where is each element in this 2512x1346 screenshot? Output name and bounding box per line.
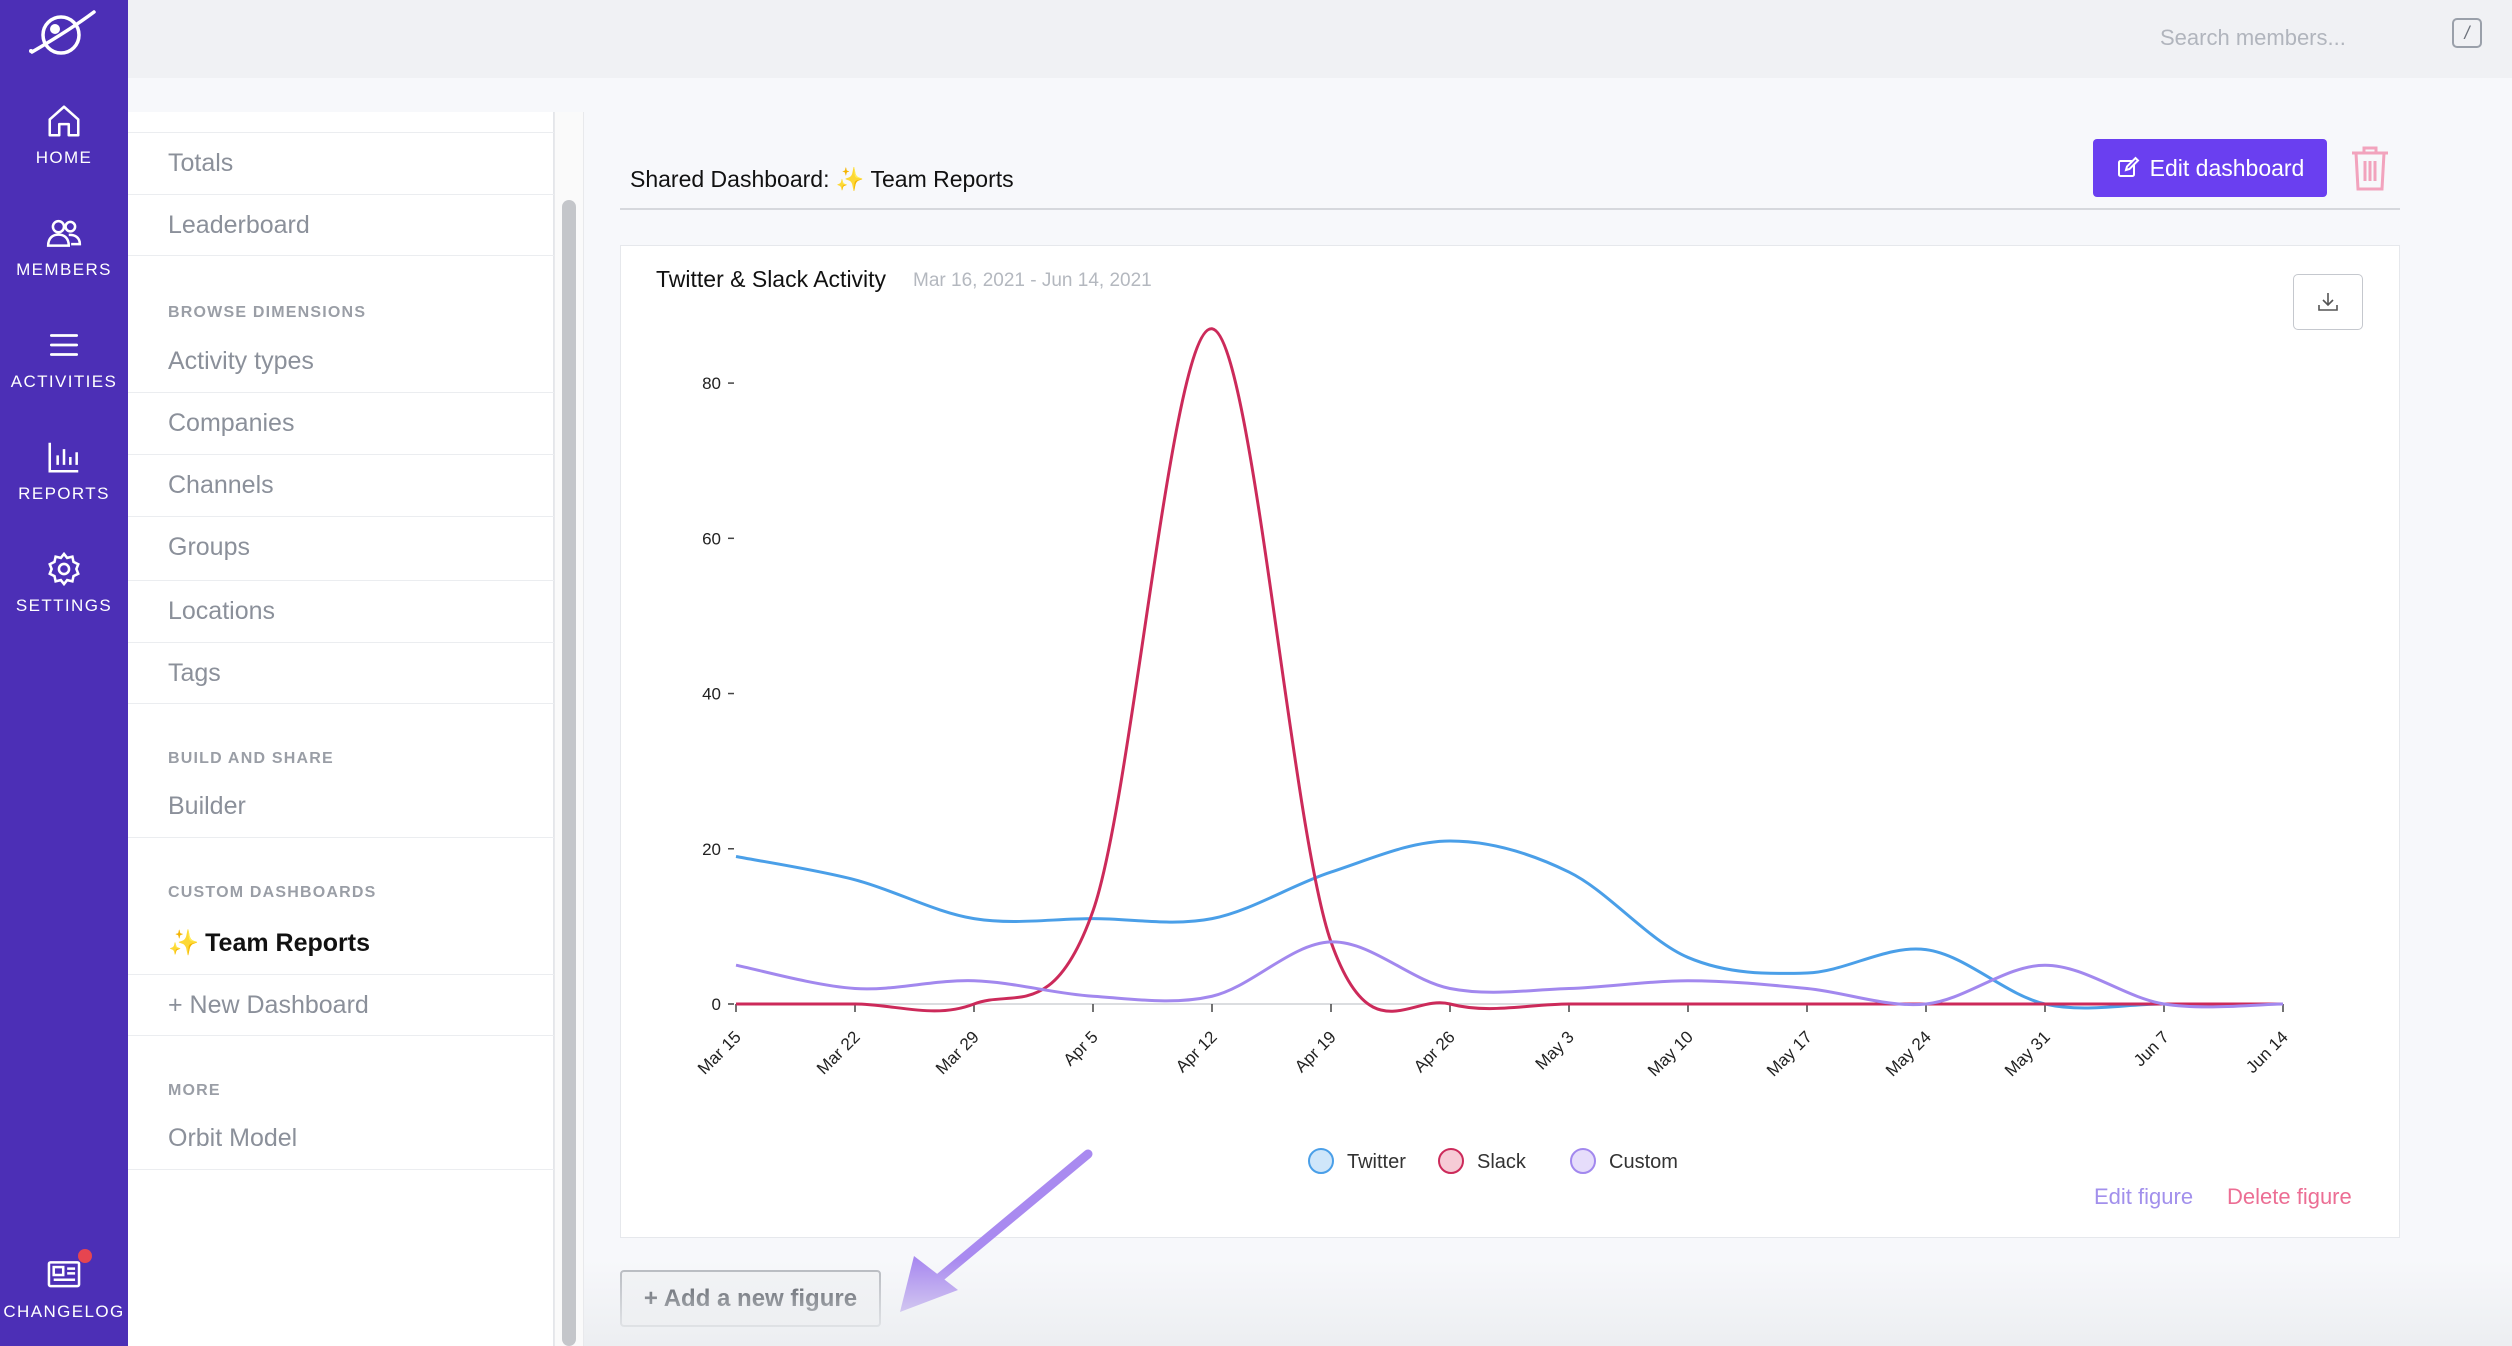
figure-title: Twitter & Slack Activity [656, 266, 887, 292]
newspaper-icon [47, 1261, 81, 1288]
sidebar-heading-browse: BROWSE DIMENSIONS [168, 304, 367, 321]
x-tick-label: May 17 [1763, 1027, 1816, 1080]
sidebar-heading-more: MORE [168, 1082, 221, 1099]
nav-activities[interactable]: ACTIVITIES [0, 326, 128, 422]
annotation-arrow-icon [900, 1149, 1093, 1312]
sidebar-item-companies[interactable]: Companies [128, 392, 554, 454]
delete-figure-link[interactable]: Delete figure [2227, 1184, 2352, 1209]
sidebar-item-activity-types[interactable]: Activity types [168, 346, 314, 375]
series-line-slack [735, 327, 2283, 1013]
activities-icon [49, 334, 79, 356]
x-tick-label: May 24 [1882, 1027, 1935, 1080]
sparkles-emoji: ✨ [168, 928, 200, 957]
search-shortcut-key: / [2452, 18, 2482, 48]
x-tick-label: Apr 12 [1172, 1027, 1221, 1076]
sidebar-item-builder[interactable]: Builder [128, 776, 554, 838]
y-tick-label: 80 [702, 374, 721, 393]
figure-date-range: Mar 16, 2021 - Jun 14, 2021 [913, 270, 1152, 291]
x-tick-label: May 10 [1644, 1027, 1697, 1080]
y-tick-label: 20 [702, 840, 721, 859]
sidebar-item-orbit-model[interactable]: Orbit Model [128, 1108, 554, 1170]
sidebar-heading-custom: CUSTOM DASHBOARDS [168, 884, 377, 901]
nav-home[interactable]: HOME [0, 102, 128, 198]
legend-swatch-twitter [1308, 1148, 1334, 1174]
legend-swatch-custom [1570, 1148, 1596, 1174]
add-new-figure-button[interactable]: + Add a new figure [620, 1270, 881, 1327]
series-line-custom [735, 940, 2284, 1009]
sidebar-item-new-dashboard[interactable]: + New Dashboard [128, 974, 554, 1036]
edit-dashboard-button[interactable]: Edit dashboard [2093, 139, 2327, 197]
nav-activities-label: ACTIVITIES [10, 372, 118, 391]
y-tick-label: 40 [702, 685, 721, 704]
x-tick-label: Mar 22 [813, 1027, 864, 1078]
x-tick-label: May 31 [2001, 1027, 2054, 1080]
dashboard-title-prefix: Shared Dashboard: [630, 166, 830, 192]
download-icon [2318, 293, 2338, 311]
legend-label-slack: Slack [1477, 1151, 1527, 1173]
dashboard-title: Shared Dashboard: ✨ Team Reports [630, 166, 1014, 193]
sidebar-item-totals[interactable]: Totals [128, 132, 554, 194]
y-tick-label: 60 [702, 529, 721, 548]
sidebar-item-locations[interactable]: Locations [128, 580, 554, 642]
sidebar-item-team-reports-label: Team Reports [205, 928, 370, 957]
legend-label-custom: Custom [1609, 1151, 1678, 1173]
reports-sidebar: Totals Leaderboard BROWSE DIMENSIONS Act… [128, 112, 554, 1346]
dashboard-name: Team Reports [870, 166, 1014, 192]
legend-swatch-slack [1438, 1148, 1464, 1174]
figure-card: 0 20 40 60 80 Mar 15 Mar 22 Mar 29 Apr 5 Apr 12 Ap… [620, 245, 2400, 1238]
sidebar-item-groups[interactable]: Groups [128, 516, 554, 578]
search-members-input[interactable] [2160, 18, 2480, 58]
sidebar-item-team-reports[interactable]: ✨ Team Reports [128, 912, 554, 974]
x-tick-label: Apr 26 [1410, 1027, 1459, 1076]
x-tick-label: Mar 15 [694, 1027, 745, 1078]
changelog-notification-badge [78, 1249, 92, 1263]
y-tick-label: 0 [712, 995, 721, 1014]
activity-line-chart: 0 20 40 60 80 Mar 15 Mar 22 Mar 29 Apr 5 Apr 12 Ap… [694, 327, 2292, 1174]
x-tick-label: Jun 7 [2130, 1027, 2173, 1070]
sidebar-item-channels[interactable]: Channels [128, 454, 554, 516]
sidebar-item-leaderboard[interactable]: Leaderboard [128, 194, 554, 256]
x-tick-label: Apr 19 [1291, 1027, 1340, 1076]
nav-settings[interactable]: SETTINGS [0, 550, 128, 646]
x-tick-label: Mar 29 [932, 1027, 983, 1078]
download-figure-button[interactable] [2293, 274, 2363, 330]
orbit-logo-icon[interactable] [26, 4, 102, 64]
nav-home-label: HOME [35, 148, 93, 167]
dashboard-sparkles-emoji: ✨ [835, 166, 865, 192]
x-tick-label: Apr 5 [1060, 1027, 1102, 1069]
sidebar-item-tags[interactable]: Tags [128, 642, 554, 704]
x-tick-label: May 3 [1532, 1027, 1578, 1073]
home-icon [48, 105, 80, 137]
edit-figure-link[interactable]: Edit figure [2094, 1184, 2194, 1209]
edit-icon [2117, 156, 2140, 177]
x-tick-label: Jun 14 [2242, 1027, 2292, 1077]
nav-members-label: MEMBERS [16, 260, 112, 279]
series-line-twitter [735, 839, 2283, 1010]
legend-label-twitter: Twitter [1347, 1151, 1406, 1173]
nav-changelog-label: CHANGELOG [3, 1302, 125, 1321]
nav-reports[interactable]: REPORTS [0, 438, 128, 534]
reports-icon [48, 442, 79, 473]
nav-reports-label: REPORTS [18, 484, 110, 503]
edit-dashboard-label: Edit dashboard [2149, 154, 2305, 181]
main-nav-rail: HOME MEMBERS ACTIVITIES REPORTS SETTINGS… [0, 0, 128, 1346]
members-icon [46, 219, 82, 247]
delete-dashboard-trash-icon[interactable] [2348, 144, 2392, 192]
nav-members[interactable]: MEMBERS [0, 214, 128, 310]
nav-changelog[interactable]: CHANGELOG [0, 1256, 128, 1346]
sidebar-heading-build: BUILD AND SHARE [168, 750, 334, 767]
dashboard-header-divider [620, 208, 2400, 210]
sidebar-scrollbar[interactable] [562, 200, 576, 1346]
nav-settings-label: SETTINGS [15, 596, 113, 615]
top-bar [128, 0, 2512, 78]
settings-icon [48, 551, 80, 587]
